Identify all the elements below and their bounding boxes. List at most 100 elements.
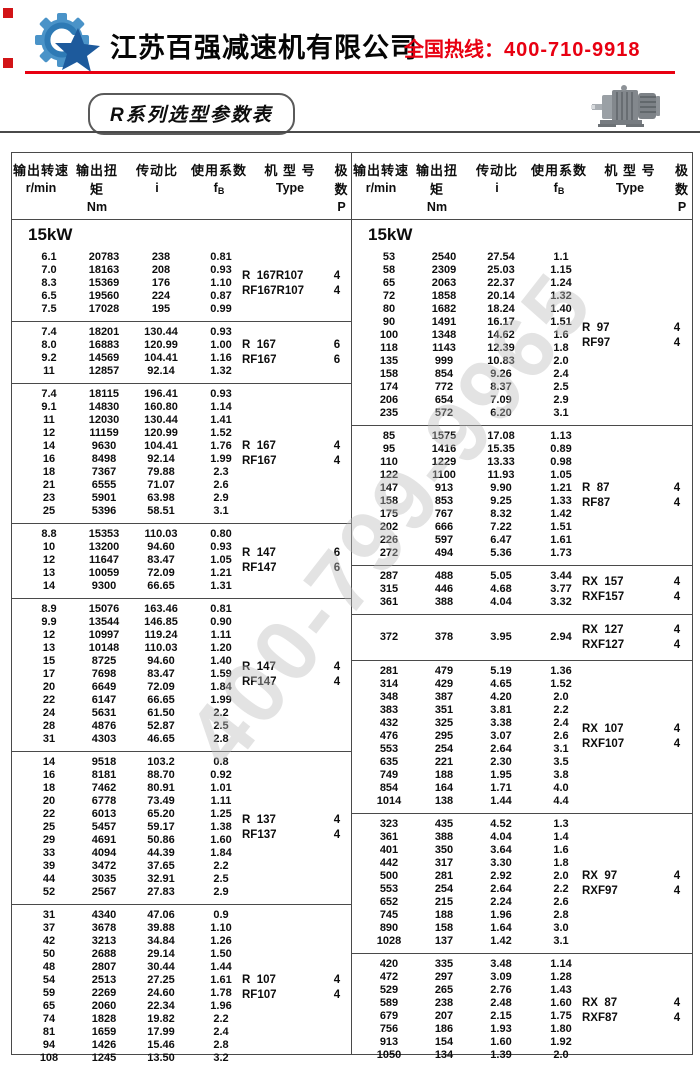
table-cell: 1100 <box>432 469 456 481</box>
table-cell: 749 <box>379 769 399 781</box>
table-cell: 10059 <box>88 567 120 579</box>
column-header-en: Nm <box>86 200 108 214</box>
table-cell: 0.90 <box>210 616 232 628</box>
table-cell: 1.52 <box>550 678 572 690</box>
table-cell: 15369 <box>88 277 120 289</box>
table-cell: 15353 <box>88 528 120 540</box>
table-cell: 2.92 <box>490 870 512 882</box>
table-cell: 15.46 <box>147 1039 175 1051</box>
table-cell: 1.10 <box>210 277 232 289</box>
table-cell: 19560 <box>88 290 120 302</box>
table-cell: 3678 <box>91 922 117 934</box>
table-cell: 44 <box>42 873 56 885</box>
company-name: 江苏百强减速机有限公司 <box>110 33 418 63</box>
table-cell: 3.8 <box>553 769 569 781</box>
table-cell: 2.4 <box>213 1026 229 1038</box>
table-cell: 0.98 <box>550 456 572 468</box>
table-cell: 158 <box>379 368 399 380</box>
column-header-en: r/min <box>25 181 57 195</box>
table-cell: 188 <box>434 909 454 921</box>
table-cell: 18201 <box>88 326 120 338</box>
table-cell: 1.15 <box>550 264 572 276</box>
table-cell: 4.4 <box>553 795 569 807</box>
type-block: R 167R107 4 RF167R107 4 <box>242 269 354 299</box>
table-row: 226 597 6.47 1.61 <box>352 534 692 547</box>
table-cell: 4691 <box>91 834 117 846</box>
table-cell: 1.28 <box>550 971 572 983</box>
table-cell: 2.0 <box>553 355 569 367</box>
table-row: 361 388 4.04 3.32 <box>352 596 692 609</box>
table-cell: 18 <box>42 782 56 794</box>
pole-count: 4 <box>673 496 681 509</box>
table-row: 206 654 7.09 2.9 <box>352 394 692 407</box>
table-cell: 6147 <box>91 694 117 706</box>
table-cell: 5.19 <box>490 665 512 677</box>
table-cell: 163.46 <box>144 603 178 615</box>
table-cell: 135 <box>379 355 399 367</box>
table-row: 749 188 1.95 3.8 <box>352 769 692 782</box>
table-cell: 6555 <box>91 479 117 491</box>
table-row: 9.2 14569 104.41 1.16 <box>12 352 351 365</box>
table-cell: 14830 <box>88 401 120 413</box>
table-cell: 66.65 <box>147 580 175 592</box>
column-header-en: fB <box>213 181 225 196</box>
table-cell: 134 <box>434 1049 454 1061</box>
type-block: RX 157 4 RXF157 4 <box>582 575 694 605</box>
table-section: 287 488 5.05 3.44 315 446 4.68 3.77 361 388 4.04 3.… <box>352 566 692 615</box>
pole-count: 4 <box>333 814 341 826</box>
table-cell: 1.21 <box>550 482 572 494</box>
table-cell: 1.6 <box>553 329 569 341</box>
pole-count: 4 <box>673 481 681 494</box>
table-cell: 13544 <box>88 616 120 628</box>
table-cell: 42 <box>42 935 56 947</box>
table-cell: 80.91 <box>147 782 175 794</box>
table-cell: 272 <box>379 547 399 559</box>
table-cell: 0.92 <box>210 769 232 781</box>
table-cell: 2.5 <box>213 873 229 885</box>
table-cell: 3.1 <box>213 505 229 517</box>
table-cell: 0.99 <box>210 303 232 315</box>
table-cell: 6.5 <box>41 290 57 302</box>
table-row: 12 11647 83.47 1.05 <box>12 554 351 567</box>
table-cell: 92.14 <box>147 365 175 377</box>
model-type: R 97 <box>582 322 610 334</box>
hotline-number: 400-710-9918 <box>504 39 641 61</box>
table-row: 25 5396 58.51 3.1 <box>12 505 351 518</box>
table-cell: 11 <box>43 414 55 426</box>
table-cell: 1.32 <box>550 290 572 302</box>
table-cell: 254 <box>434 743 454 755</box>
table-cell: 79.88 <box>147 466 175 478</box>
table-row: 11 12030 130.44 1.41 <box>12 414 351 427</box>
table-cell: 5.36 <box>490 547 512 559</box>
table-cell: 372 <box>379 630 399 643</box>
table-cell: 95 <box>382 443 396 455</box>
table-cell: 65 <box>42 1000 56 1012</box>
table-cell: 15 <box>42 655 56 667</box>
table-cell: 2.6 <box>213 479 229 491</box>
table-cell: 1.43 <box>550 984 572 996</box>
table-header-row: 输出转速 r/min 输出扭矩 Nm 传动比 i 使用系数 fB 机 型 号 Type 极 数 P <box>352 153 692 220</box>
column-header-cn: 输出扭矩 <box>75 163 118 197</box>
table-cell: 9.2 <box>41 352 57 364</box>
table-cell: 572 <box>434 407 454 419</box>
table-cell: 12 <box>42 629 56 641</box>
column-header-en: i <box>495 181 499 195</box>
table-cell: 1.60 <box>210 834 232 846</box>
table-cell: 58 <box>382 264 396 276</box>
table-cell: 14569 <box>88 352 120 364</box>
table-row: 361 388 4.04 1.4 <box>352 831 692 844</box>
table-cell: 351 <box>434 704 454 716</box>
column-header-cn: 输出转速 <box>352 163 409 178</box>
table-row: 420 335 3.48 1.14 <box>352 958 692 971</box>
table-cell: 3.30 <box>490 857 512 869</box>
table-cell: 0.93 <box>210 326 232 338</box>
table-cell: 2.3 <box>213 466 229 478</box>
table-header-row: 输出转速 r/min 输出扭矩 Nm 传动比 i 使用系数 fB 机 型 号 Type 极 数 P <box>12 153 351 220</box>
table-row: 472 297 3.09 1.28 <box>352 971 692 984</box>
table-cell: 0.81 <box>210 603 232 615</box>
column-header-en: fB <box>553 181 565 196</box>
table-row: 59 2269 24.60 1.78 <box>12 987 351 1000</box>
table-cell: 81 <box>42 1026 56 1038</box>
table-cell: 1.99 <box>210 694 232 706</box>
table-section: 85 1575 17.08 1.13 95 1416 15.35 0.89 110 1229 13.… <box>352 426 692 566</box>
